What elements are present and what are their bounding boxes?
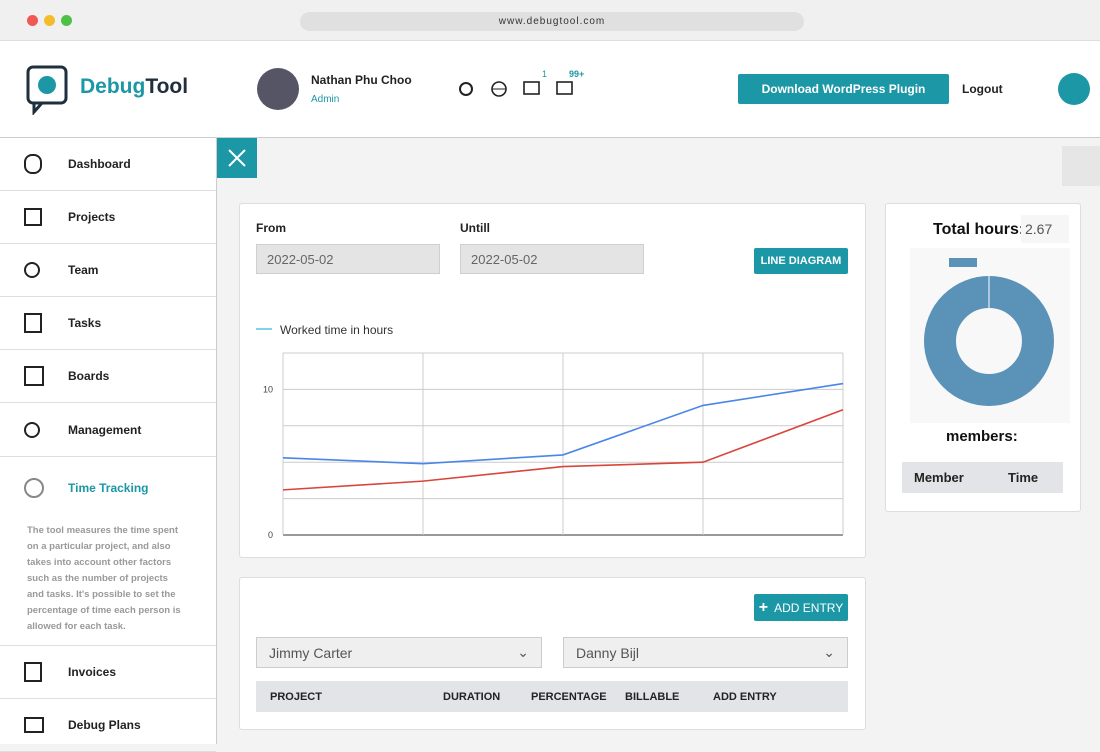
url-bar[interactable]: www.debugtool.com [300, 12, 804, 31]
header: DebugTool Nathan Phu Choo Admin 1 99+ Do… [0, 41, 1100, 138]
y-tick-label: 0 [268, 530, 273, 540]
badge: 1 [542, 69, 548, 79]
column-header: Time [1008, 470, 1039, 485]
donut [910, 248, 1070, 423]
members-label: members: [946, 428, 1018, 445]
nav-item[interactable]: Boards [0, 350, 216, 403]
y-tick-label: 10 [263, 384, 273, 394]
browser-bar: www.debugtool.com [0, 0, 1100, 41]
logout[interactable]: Logout [962, 82, 1003, 96]
member-select[interactable]: Danny Bijl ⌄ [563, 637, 848, 668]
nav-item[interactable]: Time Tracking [0, 462, 216, 514]
line-chart: 0 10 [263, 352, 844, 540]
line-series [282, 409, 844, 491]
until-label: Untill [460, 221, 490, 235]
nav-item[interactable]: Projects [0, 191, 216, 244]
download-button[interactable]: Download WordPress Plugin [738, 74, 949, 104]
scroll-up[interactable] [1058, 73, 1090, 105]
line-series [282, 382, 844, 465]
members-header [902, 462, 1063, 493]
layout-toggle[interactable] [1062, 146, 1100, 186]
entries-header [256, 681, 848, 712]
logo-icon [26, 65, 68, 115]
avatar [257, 68, 299, 110]
user-name: Nathan Phu Choo [311, 73, 412, 87]
column-header: ADD ENTRY [713, 691, 777, 703]
line-diagram-button[interactable]: LINE DIAGRAM [754, 248, 848, 274]
total-value: 2.67 [1021, 215, 1069, 243]
nav-item[interactable]: Tasks [0, 297, 216, 350]
total-label: Total hours: [933, 221, 1025, 238]
from-label: From [256, 221, 286, 235]
sidebar: Dashboard Projects Team Tasks Boards Man… [0, 138, 217, 752]
close-button[interactable] [217, 138, 257, 178]
nav-item[interactable]: Invoices [0, 645, 216, 699]
nav-item[interactable]: Management [0, 404, 216, 457]
column-header: PROJECT [270, 691, 322, 703]
legend-label: Worked time in hours [280, 323, 394, 337]
from-input[interactable]: 2022-05-02 [256, 244, 440, 274]
legend-swatch [256, 328, 272, 330]
column-header: Member [914, 470, 964, 485]
nav-item[interactable]: Team [0, 244, 216, 297]
until-input[interactable]: 2022-05-02 [460, 244, 644, 274]
nav-item[interactable]: Dashboard [0, 138, 216, 191]
column-header: DURATION [443, 691, 501, 703]
badge: 99+ [569, 69, 585, 79]
add-entry-button[interactable]: + ADD ENTRY [754, 594, 848, 621]
logo-text: DebugTool [80, 75, 189, 98]
user-role: Admin [311, 94, 340, 105]
nav-item[interactable]: Debug Plans [0, 699, 216, 752]
column-header: PERCENTAGE [531, 691, 607, 703]
header-icons[interactable] [456, 79, 586, 101]
column-header: BILLABLE [625, 691, 680, 703]
description: The tool measures the time spent on a pa… [27, 525, 181, 632]
member-select[interactable]: Jimmy Carter ⌄ [256, 637, 542, 668]
